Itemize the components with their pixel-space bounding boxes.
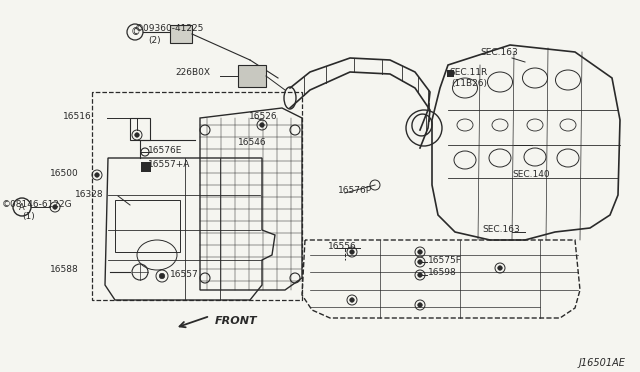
Text: (11B26): (11B26) <box>451 79 487 88</box>
Text: 16588: 16588 <box>50 265 79 274</box>
Text: J16501AE: J16501AE <box>578 358 625 368</box>
Text: ©: © <box>130 27 140 37</box>
Circle shape <box>159 273 164 279</box>
Bar <box>115 200 180 252</box>
Text: 16516: 16516 <box>63 112 92 121</box>
Text: SEC.163: SEC.163 <box>480 48 518 57</box>
Text: ©08146-6122G: ©08146-6122G <box>2 200 72 209</box>
Text: 16500: 16500 <box>50 169 79 178</box>
Text: SEC.11R: SEC.11R <box>449 68 487 77</box>
Circle shape <box>418 250 422 254</box>
Circle shape <box>135 133 140 137</box>
Text: FRONT: FRONT <box>215 316 258 326</box>
Text: 16328: 16328 <box>75 190 104 199</box>
Circle shape <box>418 273 422 277</box>
Bar <box>170 25 192 43</box>
Text: 16576P: 16576P <box>338 186 372 195</box>
Text: 16556: 16556 <box>328 242 356 251</box>
Circle shape <box>260 123 264 127</box>
Circle shape <box>349 250 355 254</box>
Text: 16546: 16546 <box>238 138 267 147</box>
Text: 16598: 16598 <box>428 268 457 277</box>
Circle shape <box>95 173 99 177</box>
Text: 16576E: 16576E <box>148 146 182 155</box>
Bar <box>141 162 151 172</box>
Bar <box>447 70 454 77</box>
Text: ©09360-41225: ©09360-41225 <box>135 24 204 33</box>
Text: 16557: 16557 <box>170 270 199 279</box>
Text: 16526: 16526 <box>249 112 278 121</box>
Text: SEC.140: SEC.140 <box>512 170 550 179</box>
Text: SEC.163: SEC.163 <box>482 225 520 234</box>
Text: (2): (2) <box>148 36 161 45</box>
Text: A: A <box>19 202 25 212</box>
Bar <box>130 118 150 140</box>
Circle shape <box>418 303 422 307</box>
Bar <box>238 65 266 87</box>
Text: 226B0X: 226B0X <box>175 68 210 77</box>
Circle shape <box>349 298 355 302</box>
Circle shape <box>418 260 422 264</box>
Text: 16575F: 16575F <box>428 256 462 265</box>
Circle shape <box>498 266 502 270</box>
Circle shape <box>52 205 57 209</box>
Text: 16557+A: 16557+A <box>148 160 190 169</box>
Text: (1): (1) <box>22 212 35 221</box>
